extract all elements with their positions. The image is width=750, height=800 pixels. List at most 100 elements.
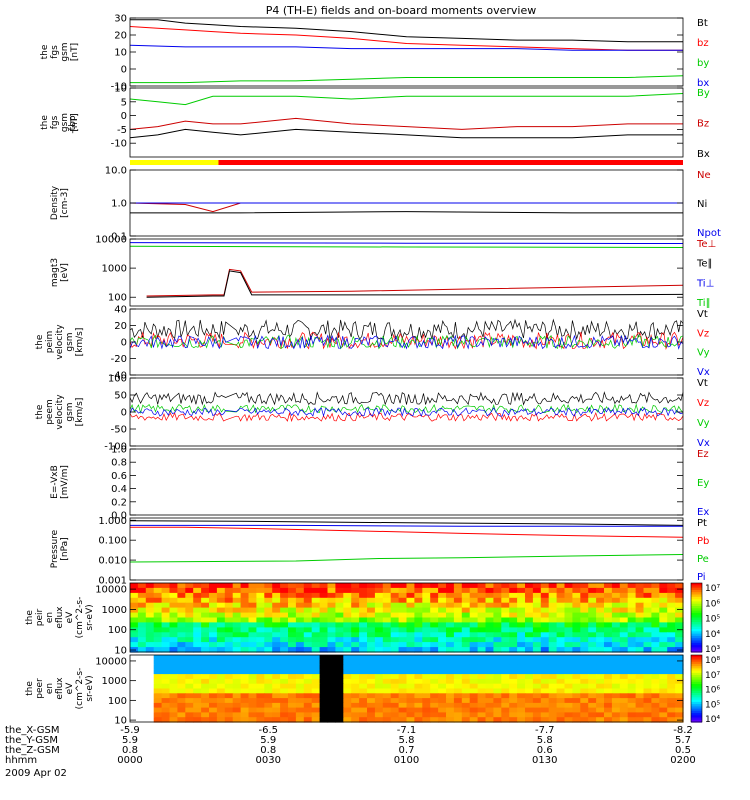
heatmap-cell — [232, 717, 242, 723]
heatmap-cell — [216, 683, 226, 690]
heatmap-cell — [264, 632, 273, 638]
heatmap-cell — [303, 612, 313, 619]
heatmap-cell — [216, 688, 226, 694]
heatmap-cell — [240, 655, 250, 661]
heatmap-cell — [264, 707, 273, 713]
heatmap-cell — [525, 674, 534, 680]
heatmap-cell — [374, 592, 384, 599]
series-group — [129, 242, 684, 298]
heatmap-cell — [185, 597, 194, 604]
heatmap-cell — [137, 664, 147, 670]
heatmap-cell — [303, 602, 313, 609]
heatmap-cell — [272, 627, 281, 633]
heatmap-cell — [351, 647, 360, 653]
legend-label-pi: Pi — [697, 572, 706, 583]
heatmap-cell — [382, 647, 392, 653]
heatmap-cell — [145, 688, 155, 694]
heatmap-cell — [177, 669, 186, 675]
heatmap-cell — [232, 602, 242, 609]
heatmap-cell — [272, 664, 281, 670]
heatmap-cell — [588, 655, 597, 661]
heatmap-cell — [209, 612, 218, 619]
heatmap-cell — [161, 637, 171, 643]
heatmap-cell — [272, 669, 281, 675]
heatmap-cell — [359, 655, 368, 661]
heatmap-cell — [517, 693, 526, 699]
heatmap-cell — [477, 637, 487, 643]
heatmap-cell — [643, 678, 652, 685]
heatmap-cell — [359, 664, 368, 670]
heatmap-cell — [161, 612, 171, 619]
y-axis-label: the peer en eflux eV (cm^2-s-sr-eV) — [25, 668, 95, 710]
heatmap-cell — [327, 674, 336, 680]
heatmap-cell — [130, 683, 139, 690]
heatmap-cell — [564, 688, 573, 694]
heatmap-cell — [548, 674, 558, 680]
heatmap-cell — [556, 674, 566, 680]
heatmap-cell — [311, 607, 321, 614]
heatmap-cell — [288, 597, 297, 604]
heatmap-cell — [651, 683, 660, 690]
heatmap-cell — [264, 607, 273, 614]
heatmap-cell — [130, 617, 139, 623]
heatmap-cell — [201, 707, 210, 713]
heatmap-cell — [193, 612, 202, 619]
heatmap-cell — [209, 583, 218, 589]
y-tick-label: 20 — [114, 321, 127, 332]
heatmap-cell — [153, 683, 163, 690]
heatmap-cell — [588, 712, 597, 718]
heatmap-cell — [643, 587, 652, 594]
heatmap-cell — [635, 642, 645, 648]
x-axis-row-label: the_Z-GSM — [5, 745, 60, 756]
heatmap-cell — [406, 669, 415, 675]
heatmap-cell — [627, 664, 637, 670]
heatmap-cell — [675, 597, 684, 604]
heatmap-cell — [548, 693, 558, 699]
heatmap-cell — [351, 674, 360, 680]
heatmap-cell — [627, 693, 637, 699]
heatmap-cell — [216, 607, 226, 614]
heatmap-cell — [311, 627, 321, 633]
heatmap-cell — [303, 688, 313, 694]
heatmap-cell — [177, 688, 186, 694]
heatmap-cell — [446, 617, 455, 623]
heatmap-cell — [288, 678, 297, 685]
heatmap-cell — [303, 683, 313, 690]
colorbar-band — [691, 640, 702, 644]
heatmap-cell — [469, 664, 479, 670]
heatmap-cell — [525, 669, 534, 675]
heatmap-cell — [295, 678, 305, 685]
heatmap-cell — [446, 707, 455, 713]
heatmap-cell — [627, 688, 637, 694]
heatmap-cell — [406, 617, 415, 623]
y-tick-label: 0.6 — [111, 471, 127, 482]
heatmap-cell — [651, 592, 660, 599]
heatmap-cell — [288, 683, 297, 690]
heatmap-cell — [256, 655, 265, 661]
heatmap-cell — [193, 669, 202, 675]
colorbar-band — [691, 701, 702, 705]
heatmap-cell — [564, 637, 573, 643]
heatmap-cell — [414, 702, 423, 709]
heatmap-cell — [280, 707, 289, 713]
heatmap-cell — [588, 647, 597, 653]
heatmap-cell — [414, 693, 423, 699]
colorbar-band — [691, 647, 702, 651]
heatmap-cell — [240, 592, 250, 599]
heatmap-cell — [193, 712, 202, 718]
heatmap-cell — [311, 669, 321, 675]
heatmap-cell — [485, 627, 494, 633]
heatmap-cell — [564, 632, 573, 638]
colorbar-band — [691, 717, 702, 721]
heatmap-cell — [351, 707, 360, 713]
heatmap-cell — [461, 664, 471, 670]
legend: Te⊥Te∥Ti⊥Ti∥ — [696, 239, 716, 309]
heatmap-cell — [556, 698, 566, 704]
heatmap-cell — [453, 587, 463, 594]
heatmap-cell — [485, 602, 494, 609]
series-group — [129, 318, 684, 350]
heatmap-cell — [374, 669, 384, 675]
y-label-line: [eV] — [60, 263, 70, 282]
heatmap-cell — [477, 664, 487, 670]
